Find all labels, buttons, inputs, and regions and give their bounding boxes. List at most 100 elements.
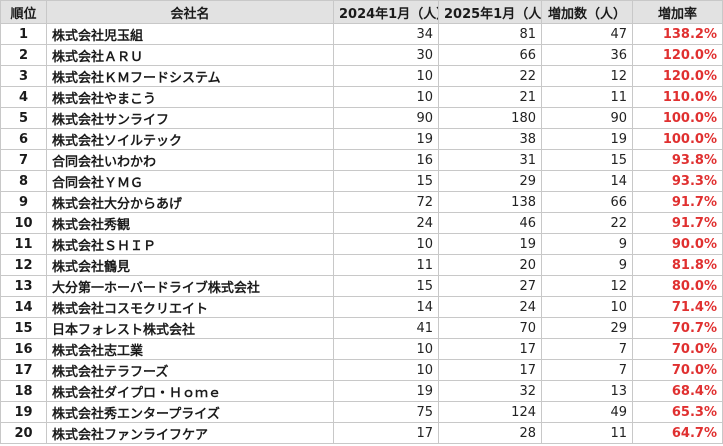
company-cell: 株式会社志工業	[46, 338, 334, 360]
rate-cell: 100.0%	[632, 107, 723, 129]
rate-cell: 64.7%	[632, 422, 723, 444]
company-cell: 株式会社秀エンタープライズ	[46, 401, 334, 423]
table-row: 14 株式会社コスモクリエイト 14 24 10 71.4%	[0, 296, 723, 318]
jan2024-cell: 14	[333, 296, 439, 318]
table-row: 8 合同会社ＹＭＧ 15 29 14 93.3%	[0, 170, 723, 192]
increase-cell: 12	[541, 65, 633, 87]
table-row: 11 株式会社ＳＨＩＰ 10 19 9 90.0%	[0, 233, 723, 255]
header-company: 会社名	[46, 0, 334, 24]
increase-cell: 47	[541, 23, 633, 45]
rank-cell: 12	[0, 254, 47, 276]
jan2025-cell: 22	[438, 65, 542, 87]
jan2024-cell: 15	[333, 275, 439, 297]
jan2024-cell: 10	[333, 65, 439, 87]
company-cell: 株式会社秀観	[46, 212, 334, 234]
rank-cell: 7	[0, 149, 47, 171]
rate-cell: 70.7%	[632, 317, 723, 339]
rate-cell: 91.7%	[632, 191, 723, 213]
jan2024-cell: 34	[333, 23, 439, 45]
table-row: 1 株式会社児玉組 34 81 47 138.2%	[0, 23, 723, 45]
company-cell: 株式会社コスモクリエイト	[46, 296, 334, 318]
jan2025-cell: 27	[438, 275, 542, 297]
jan2025-cell: 21	[438, 86, 542, 108]
increase-cell: 22	[541, 212, 633, 234]
jan2025-cell: 180	[438, 107, 542, 129]
rank-cell: 3	[0, 65, 47, 87]
rank-cell: 17	[0, 359, 47, 381]
table-row: 4 株式会社やまこう 10 21 11 110.0%	[0, 86, 723, 108]
rank-cell: 4	[0, 86, 47, 108]
header-jan2024: 2024年1月（人）	[333, 0, 439, 24]
table-row: 5 株式会社サンライフ 90 180 90 100.0%	[0, 107, 723, 129]
header-row: 順位 会社名 2024年1月（人） 2025年1月（人） 増加数（人） 増加率	[0, 0, 723, 24]
jan2024-cell: 17	[333, 422, 439, 444]
rate-cell: 80.0%	[632, 275, 723, 297]
rate-cell: 93.8%	[632, 149, 723, 171]
jan2025-cell: 19	[438, 233, 542, 255]
rank-cell: 20	[0, 422, 47, 444]
header-increase: 増加数（人）	[541, 0, 633, 24]
jan2025-cell: 24	[438, 296, 542, 318]
company-cell: 株式会社鶴見	[46, 254, 334, 276]
increase-cell: 90	[541, 107, 633, 129]
jan2024-cell: 24	[333, 212, 439, 234]
company-cell: 株式会社ファンライフケア	[46, 422, 334, 444]
table-row: 10 株式会社秀観 24 46 22 91.7%	[0, 212, 723, 234]
increase-cell: 10	[541, 296, 633, 318]
increase-cell: 29	[541, 317, 633, 339]
company-cell: 株式会社ＡＲＵ	[46, 44, 334, 66]
rank-cell: 2	[0, 44, 47, 66]
rank-cell: 16	[0, 338, 47, 360]
jan2024-cell: 16	[333, 149, 439, 171]
increase-cell: 11	[541, 422, 633, 444]
jan2024-cell: 19	[333, 380, 439, 402]
table-row: 3 株式会社ＫＭフードシステム 10 22 12 120.0%	[0, 65, 723, 87]
table-row: 2 株式会社ＡＲＵ 30 66 36 120.0%	[0, 44, 723, 66]
rank-cell: 1	[0, 23, 47, 45]
jan2025-cell: 29	[438, 170, 542, 192]
jan2024-cell: 72	[333, 191, 439, 213]
rate-cell: 138.2%	[632, 23, 723, 45]
jan2025-cell: 66	[438, 44, 542, 66]
rate-cell: 81.8%	[632, 254, 723, 276]
jan2024-cell: 10	[333, 233, 439, 255]
increase-cell: 9	[541, 233, 633, 255]
rate-cell: 100.0%	[632, 128, 723, 150]
rate-cell: 120.0%	[632, 44, 723, 66]
company-cell: 株式会社ソイルテック	[46, 128, 334, 150]
rate-cell: 90.0%	[632, 233, 723, 255]
jan2024-cell: 90	[333, 107, 439, 129]
table-row: 19 株式会社秀エンタープライズ 75 124 49 65.3%	[0, 401, 723, 423]
rank-cell: 19	[0, 401, 47, 423]
header-rank: 順位	[0, 0, 47, 24]
jan2024-cell: 41	[333, 317, 439, 339]
increase-cell: 19	[541, 128, 633, 150]
increase-cell: 66	[541, 191, 633, 213]
increase-cell: 36	[541, 44, 633, 66]
rate-cell: 110.0%	[632, 86, 723, 108]
rank-cell: 18	[0, 380, 47, 402]
increase-cell: 12	[541, 275, 633, 297]
increase-cell: 7	[541, 359, 633, 381]
company-cell: 株式会社ＫＭフードシステム	[46, 65, 334, 87]
rate-cell: 68.4%	[632, 380, 723, 402]
jan2024-cell: 15	[333, 170, 439, 192]
table-row: 12 株式会社鶴見 11 20 9 81.8%	[0, 254, 723, 276]
jan2025-cell: 81	[438, 23, 542, 45]
table-row: 6 株式会社ソイルテック 19 38 19 100.0%	[0, 128, 723, 150]
jan2025-cell: 124	[438, 401, 542, 423]
jan2025-cell: 46	[438, 212, 542, 234]
rank-cell: 8	[0, 170, 47, 192]
jan2024-cell: 10	[333, 86, 439, 108]
jan2024-cell: 11	[333, 254, 439, 276]
jan2025-cell: 20	[438, 254, 542, 276]
company-cell: 株式会社テラフーズ	[46, 359, 334, 381]
jan2025-cell: 138	[438, 191, 542, 213]
table-row: 17 株式会社テラフーズ 10 17 7 70.0%	[0, 359, 723, 381]
jan2025-cell: 28	[438, 422, 542, 444]
jan2025-cell: 38	[438, 128, 542, 150]
company-cell: 株式会社サンライフ	[46, 107, 334, 129]
header-jan2025: 2025年1月（人）	[438, 0, 542, 24]
jan2024-cell: 10	[333, 338, 439, 360]
company-cell: 株式会社ＳＨＩＰ	[46, 233, 334, 255]
